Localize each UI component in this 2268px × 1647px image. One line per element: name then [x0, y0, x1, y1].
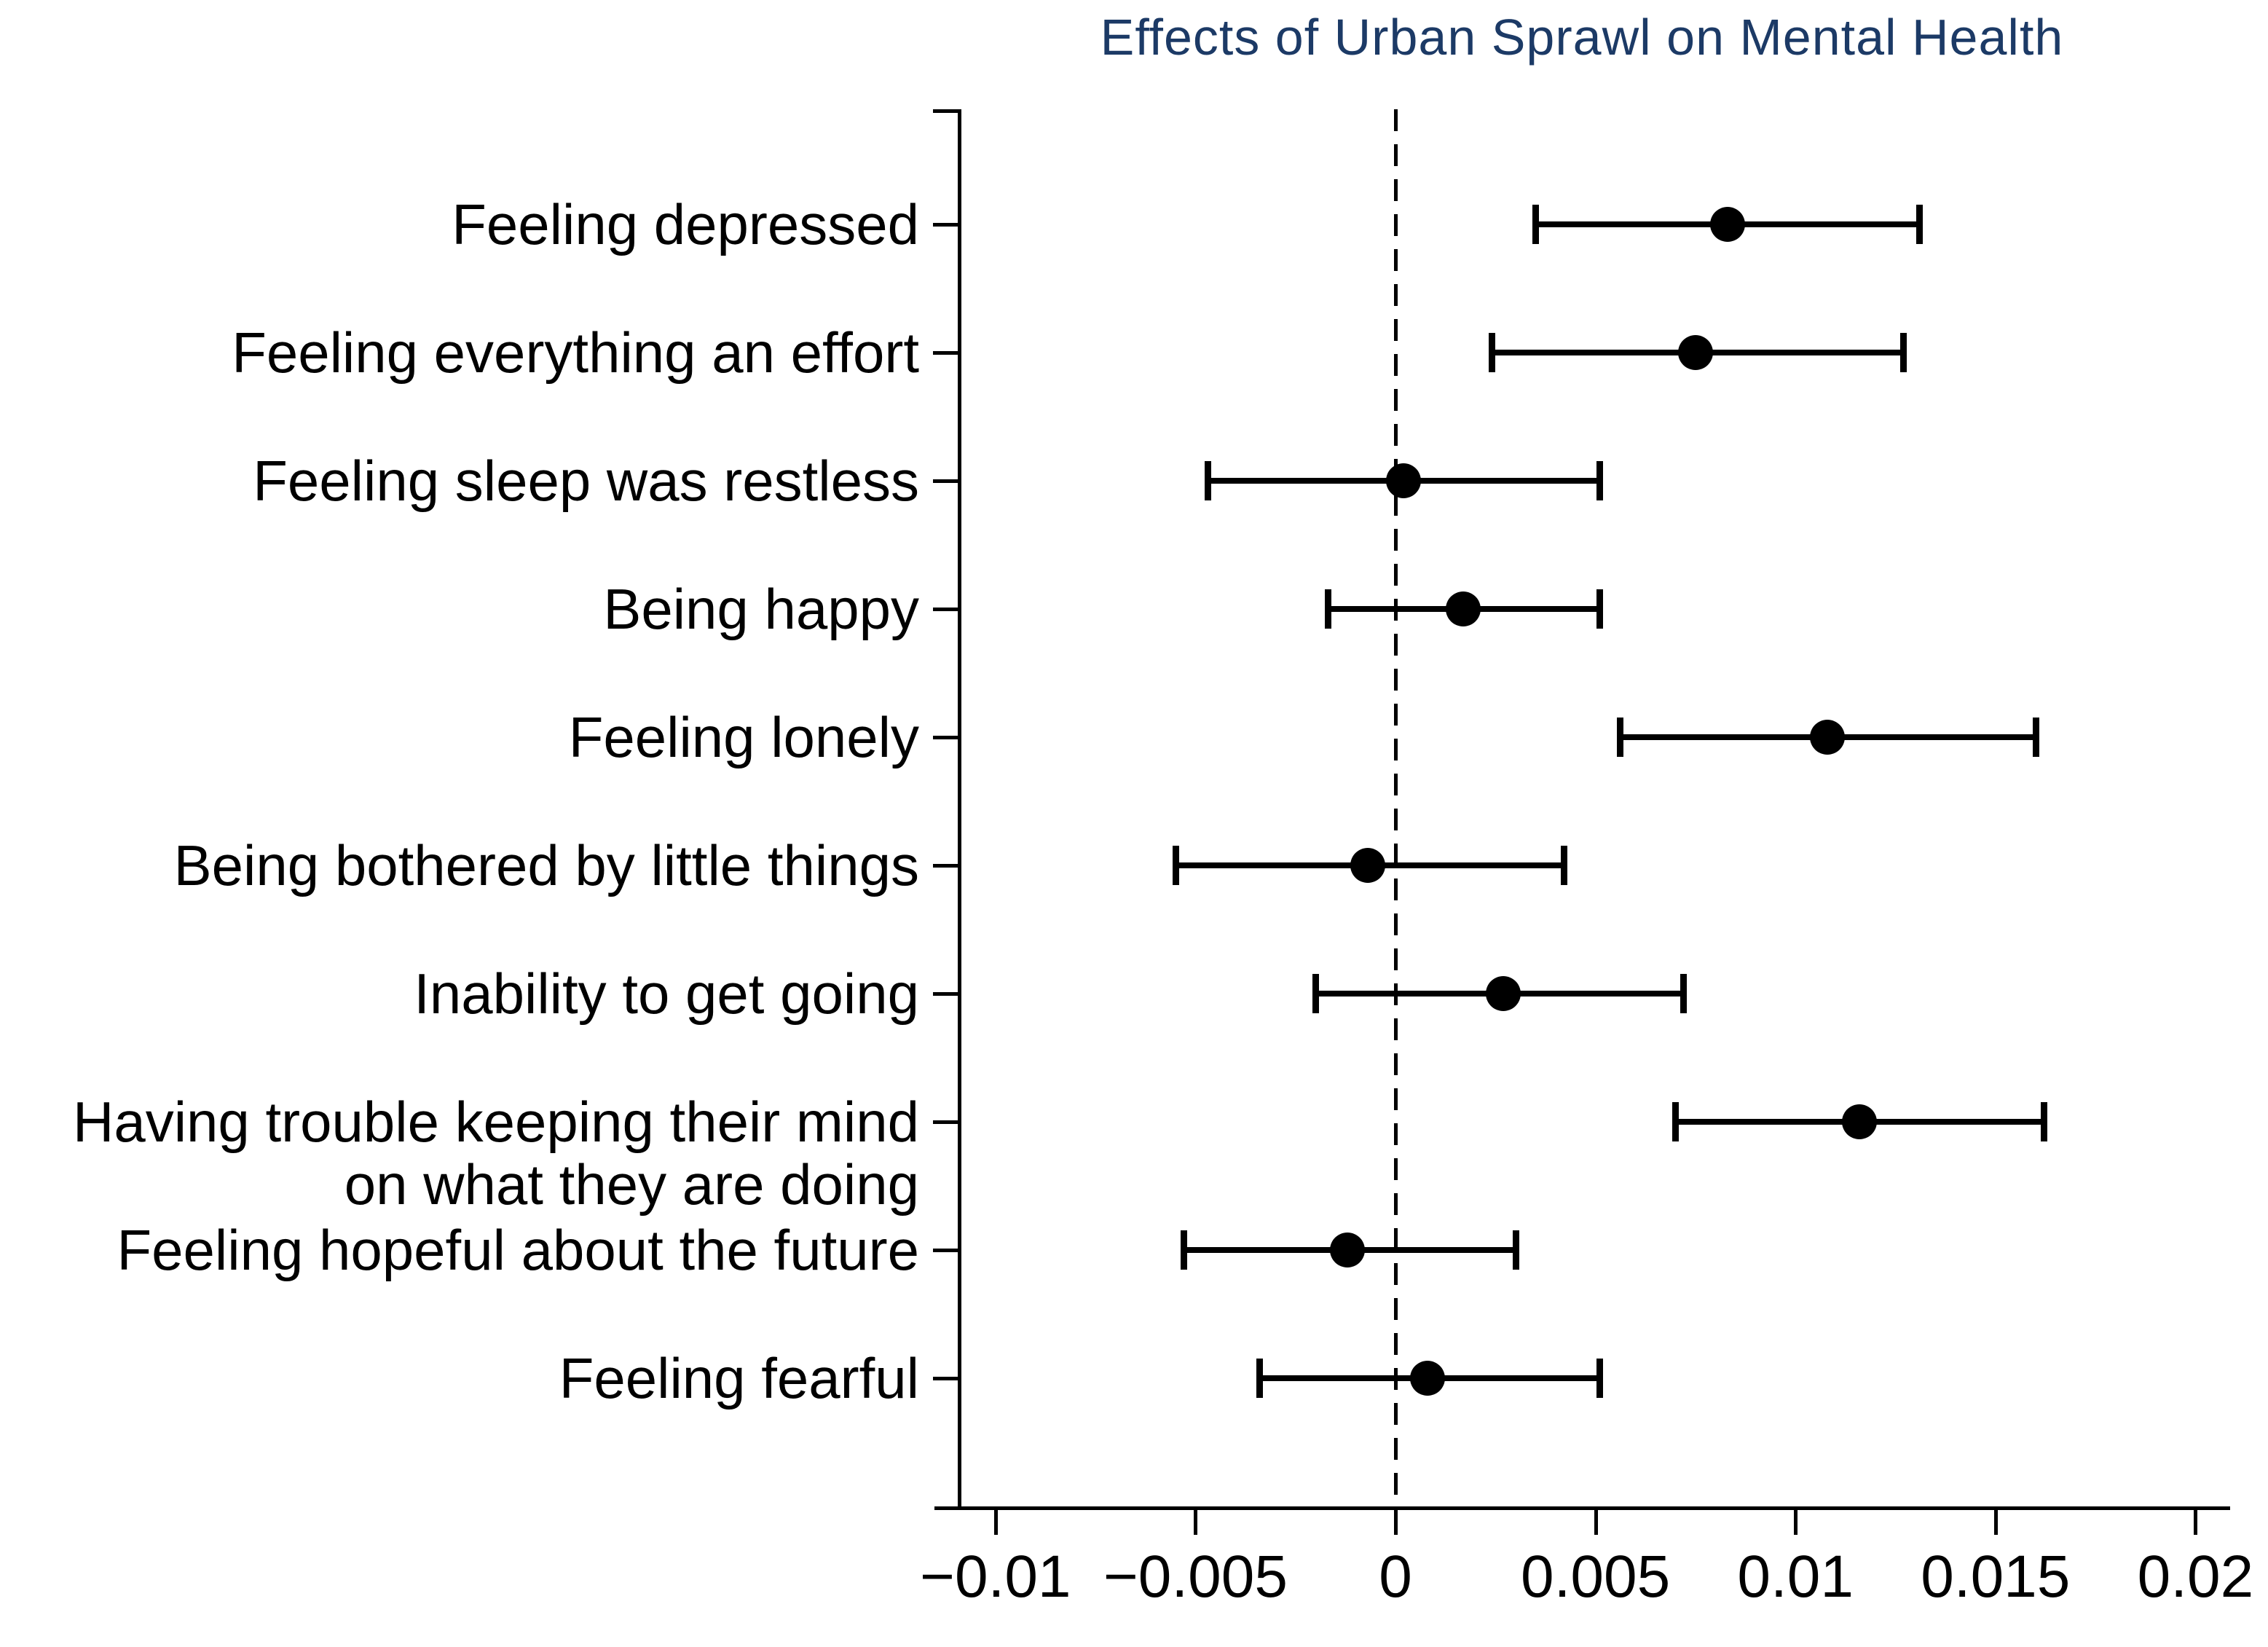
x-tick-label: 0.01 [1737, 1544, 1854, 1610]
category-label: Having trouble keeping their mind on wha… [72, 1090, 919, 1216]
x-tick-label: 0 [1379, 1544, 1412, 1610]
ci-cap-right [1512, 1230, 1519, 1270]
ci-cap-left [1488, 333, 1495, 372]
x-tick-label: 0.02 [2137, 1544, 2254, 1610]
ci-cap-left [1312, 974, 1320, 1013]
x-tick-label: −0.01 [920, 1544, 1071, 1610]
x-axis-tick [1394, 1510, 1398, 1535]
ci-cap-left [1180, 1230, 1187, 1270]
ci-cap-left [1616, 718, 1623, 757]
point-estimate-marker [1446, 591, 1481, 626]
y-axis-tick [933, 1249, 958, 1252]
point-estimate-marker [1709, 207, 1745, 242]
y-axis-tick [933, 864, 958, 868]
y-axis-tick [933, 351, 958, 355]
category-label: Being happy [603, 577, 919, 641]
ci-cap-left [1672, 1102, 1680, 1141]
category-label: Being bothered by little things [173, 833, 919, 897]
ci-cap-right [1596, 461, 1604, 500]
point-estimate-marker [1486, 976, 1521, 1011]
point-estimate-marker [1677, 335, 1713, 370]
ci-cap-left [1532, 205, 1540, 244]
x-axis-tick [993, 1510, 998, 1535]
ci-cap-right [1560, 846, 1567, 885]
ci-cap-left [1172, 846, 1179, 885]
ci-cap-right [1596, 1359, 1604, 1398]
x-axis-tick [1594, 1510, 1598, 1535]
y-axis-tick [933, 1377, 958, 1380]
point-estimate-marker [1842, 1104, 1878, 1139]
x-axis-tick [2194, 1510, 2198, 1535]
ci-cap-right [2032, 718, 2039, 757]
point-estimate-marker [1810, 720, 1846, 755]
x-tick-label: 0.005 [1520, 1544, 1671, 1610]
point-estimate-marker [1409, 1361, 1445, 1396]
category-label: Feeling everything an effort [232, 321, 919, 385]
x-axis-tick [1194, 1510, 1198, 1535]
y-axis-top-tick [933, 109, 958, 113]
x-axis-line [934, 1506, 2230, 1510]
point-estimate-marker [1350, 848, 1385, 883]
x-tick-label: −0.005 [1103, 1544, 1288, 1610]
x-axis-tick [1794, 1510, 1798, 1535]
ci-cap-right [2040, 1102, 2047, 1141]
ci-cap-left [1256, 1359, 1264, 1398]
category-label: Feeling hopeful about the future [117, 1218, 919, 1282]
point-estimate-marker [1385, 463, 1421, 498]
x-axis-tick [1993, 1510, 1998, 1535]
ci-cap-left [1204, 461, 1211, 500]
y-axis-tick [933, 992, 958, 996]
y-axis-tick [933, 1120, 958, 1124]
ci-cap-right [1916, 205, 1924, 244]
zero-reference-line [1394, 109, 1398, 1506]
x-tick-label: 0.015 [1921, 1544, 2071, 1610]
ci-cap-right [1596, 589, 1604, 629]
category-label: Feeling lonely [568, 705, 919, 769]
category-label: Inability to get going [414, 962, 919, 1026]
point-estimate-marker [1330, 1233, 1366, 1267]
y-axis-tick [933, 736, 958, 739]
ci-cap-right [1900, 333, 1907, 372]
category-label: Feeling depressed [452, 192, 919, 256]
y-axis-tick [933, 479, 958, 483]
ci-cap-left [1324, 589, 1331, 629]
chart-title: Effects of Urban Sprawl on Mental Health [1100, 9, 2064, 66]
ci-cap-right [1680, 974, 1688, 1013]
category-label: Feeling fearful [559, 1346, 919, 1410]
y-axis-line [958, 109, 961, 1506]
y-axis-tick [933, 223, 958, 227]
y-axis-tick [933, 608, 958, 611]
category-label: Feeling sleep was restless [253, 449, 919, 513]
